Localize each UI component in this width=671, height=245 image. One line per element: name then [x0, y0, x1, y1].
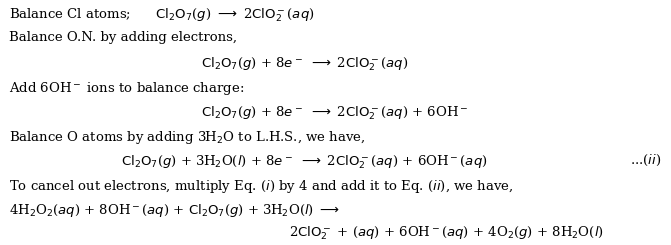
Text: $\mathrm{Cl_2O_7}$($g$) + 8$e^-$ $\longrightarrow$ 2$\mathrm{ClO_2^-}$($aq$) + 6: $\mathrm{Cl_2O_7}$($g$) + 8$e^-$ $\longr…	[201, 104, 469, 122]
Text: Add 6OH$^-$ ions to balance charge:: Add 6OH$^-$ ions to balance charge:	[9, 80, 244, 97]
Text: 2$\mathrm{ClO_2^-}$ + ($aq$) + 6OH$^-$($aq$) + 4O$_2$($g$) + 8H$_2$O($l$): 2$\mathrm{ClO_2^-}$ + ($aq$) + 6OH$^-$($…	[289, 224, 603, 242]
Text: $\mathrm{Cl_2O_7}$($g$) + 3H$_2$O($l$) + 8$e^-$ $\longrightarrow$ 2$\mathrm{ClO_: $\mathrm{Cl_2O_7}$($g$) + 3H$_2$O($l$) +…	[121, 153, 487, 171]
Text: Balance O.N. by adding electrons,: Balance O.N. by adding electrons,	[9, 31, 237, 44]
Text: To cancel out electrons, multiply Eq. ($i$) by 4 and add it to Eq. ($ii$), we ha: To cancel out electrons, multiply Eq. ($…	[9, 178, 513, 195]
Text: 4H$_2$O$_2$($aq$) + 8OH$^-$($aq$) + $\mathrm{Cl_2O_7}$($g$) + 3H$_2$O($l$) $\lon: 4H$_2$O$_2$($aq$) + 8OH$^-$($aq$) + $\ma…	[9, 202, 340, 219]
Text: Balance O atoms by adding 3H$_2$O to L.H.S., we have,: Balance O atoms by adding 3H$_2$O to L.H…	[9, 129, 365, 146]
Text: Balance Cl atoms;      $\mathrm{Cl_2O_7}$($g$) $\longrightarrow$ 2$\mathrm{ClO_2: Balance Cl atoms; $\mathrm{Cl_2O_7}$($g$…	[9, 6, 314, 24]
Text: ...($ii$): ...($ii$)	[629, 153, 661, 168]
Text: $\mathrm{Cl_2O_7}$($g$) + 8$e^-$ $\longrightarrow$ 2$\mathrm{ClO_2^-}$($aq$): $\mathrm{Cl_2O_7}$($g$) + 8$e^-$ $\longr…	[201, 55, 409, 73]
